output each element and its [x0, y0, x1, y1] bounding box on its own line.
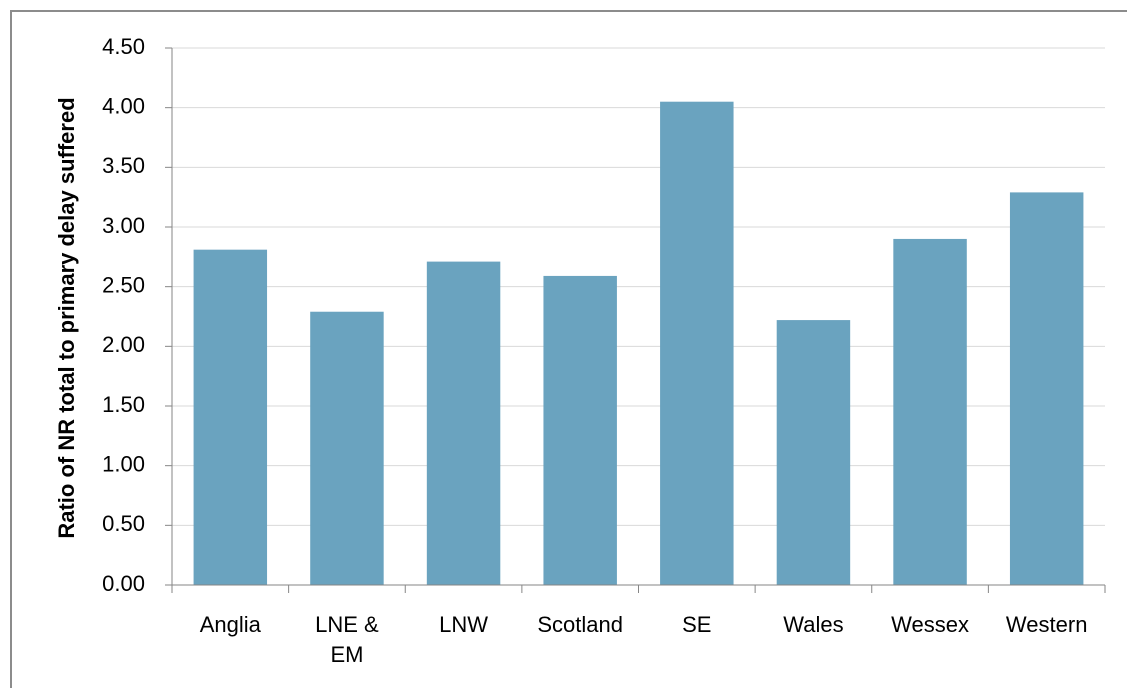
x-tick-label: SE — [682, 612, 712, 637]
y-tick-label: 2.50 — [102, 272, 145, 297]
x-tick-label: Wales — [783, 612, 844, 637]
y-tick-label: 2.00 — [102, 332, 145, 357]
y-tick-label: 0.50 — [102, 511, 145, 536]
chart-frame — [10, 10, 1127, 688]
bar — [426, 261, 501, 585]
bar — [776, 320, 851, 585]
bar — [543, 275, 617, 585]
x-tick-label: LNW — [439, 612, 488, 637]
bar — [193, 249, 268, 585]
x-tick-label: Scotland — [537, 612, 623, 637]
bar — [310, 311, 384, 585]
y-tick-label: 3.00 — [102, 213, 145, 238]
y-tick-label: 4.50 — [102, 34, 145, 59]
bar — [1009, 192, 1084, 586]
y-axis-title: Ratio of NR total to primary delay suffe… — [54, 97, 79, 538]
x-tick-label: Wessex — [891, 612, 969, 637]
y-tick-label: 3.50 — [102, 153, 145, 178]
y-tick-label: 4.00 — [102, 93, 145, 118]
y-tick-label: 1.00 — [102, 451, 145, 476]
x-tick-label: Western — [1005, 612, 1088, 637]
x-tick-label: LNE & EM — [315, 612, 379, 667]
bar — [660, 101, 734, 585]
y-tick-label: 0.00 — [102, 571, 145, 596]
y-tick-label: 1.50 — [102, 392, 145, 417]
bar — [893, 238, 967, 585]
x-tick-label: Anglia — [199, 612, 261, 637]
